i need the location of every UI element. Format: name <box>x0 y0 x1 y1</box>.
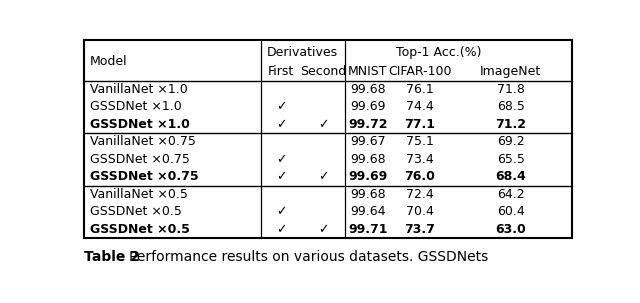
Text: First: First <box>268 65 294 78</box>
Text: 68.4: 68.4 <box>495 170 526 183</box>
Text: ✓: ✓ <box>276 118 286 131</box>
Text: ImageNet: ImageNet <box>480 65 541 78</box>
Text: ✓: ✓ <box>276 170 286 183</box>
Text: GSSDNet ×0.5: GSSDNet ×0.5 <box>90 223 190 236</box>
Text: VanillaNet ×0.75: VanillaNet ×0.75 <box>90 135 196 148</box>
Text: 99.68: 99.68 <box>350 83 385 96</box>
Text: ✓: ✓ <box>318 170 328 183</box>
Text: Top-1 Acc.(%): Top-1 Acc.(%) <box>396 46 482 58</box>
Text: 99.67: 99.67 <box>350 135 385 148</box>
Text: : Performance results on various datasets. GSSDNets: : Performance results on various dataset… <box>120 250 488 264</box>
Text: 73.4: 73.4 <box>406 153 434 166</box>
Text: VanillaNet ×0.5: VanillaNet ×0.5 <box>90 188 188 201</box>
Text: VanillaNet ×1.0: VanillaNet ×1.0 <box>90 83 188 96</box>
Text: GSSDNet ×1.0: GSSDNet ×1.0 <box>90 100 182 113</box>
Text: 76.0: 76.0 <box>404 170 435 183</box>
Text: Second: Second <box>300 65 346 78</box>
Text: 99.69: 99.69 <box>348 170 387 183</box>
Text: 73.7: 73.7 <box>404 223 435 236</box>
Text: 99.71: 99.71 <box>348 223 387 236</box>
Text: ✓: ✓ <box>276 223 286 236</box>
Text: 77.1: 77.1 <box>404 118 435 131</box>
Text: 99.72: 99.72 <box>348 118 387 131</box>
Text: 71.2: 71.2 <box>495 118 526 131</box>
Text: CIFAR-100: CIFAR-100 <box>388 65 451 78</box>
Text: 68.5: 68.5 <box>497 100 525 113</box>
Text: 74.4: 74.4 <box>406 100 434 113</box>
Text: ✓: ✓ <box>318 118 328 131</box>
Text: Table 2: Table 2 <box>84 250 140 264</box>
Text: GSSDNet ×0.5: GSSDNet ×0.5 <box>90 205 182 218</box>
Text: 71.8: 71.8 <box>497 83 525 96</box>
Text: 69.2: 69.2 <box>497 135 525 148</box>
Text: 99.64: 99.64 <box>350 205 385 218</box>
Text: ✓: ✓ <box>276 153 286 166</box>
Text: 99.69: 99.69 <box>350 100 385 113</box>
Text: 75.1: 75.1 <box>406 135 434 148</box>
Text: 76.1: 76.1 <box>406 83 434 96</box>
Text: MNIST: MNIST <box>348 65 387 78</box>
Text: ✓: ✓ <box>276 100 286 113</box>
Text: ✓: ✓ <box>318 223 328 236</box>
Text: 60.4: 60.4 <box>497 205 525 218</box>
Text: 99.68: 99.68 <box>350 188 385 201</box>
Text: ✓: ✓ <box>276 205 286 218</box>
Text: 64.2: 64.2 <box>497 188 525 201</box>
Text: 99.68: 99.68 <box>350 153 385 166</box>
Text: Model: Model <box>90 55 127 68</box>
Text: GSSDNet ×0.75: GSSDNet ×0.75 <box>90 170 198 183</box>
Text: 65.5: 65.5 <box>497 153 525 166</box>
Text: GSSDNet ×0.75: GSSDNet ×0.75 <box>90 153 190 166</box>
Text: GSSDNet ×1.0: GSSDNet ×1.0 <box>90 118 190 131</box>
Text: Derivatives: Derivatives <box>266 46 337 58</box>
Text: 70.4: 70.4 <box>406 205 434 218</box>
Text: 72.4: 72.4 <box>406 188 434 201</box>
Text: 63.0: 63.0 <box>495 223 526 236</box>
